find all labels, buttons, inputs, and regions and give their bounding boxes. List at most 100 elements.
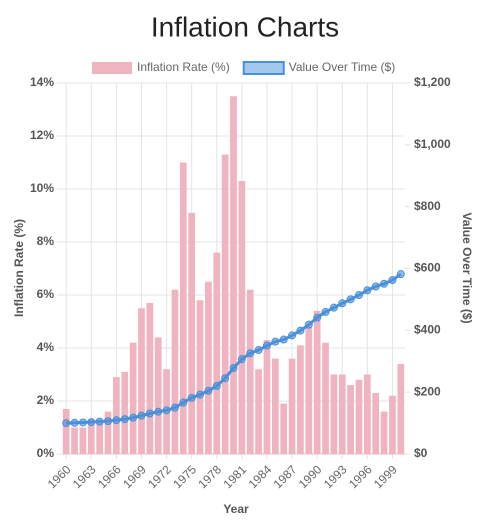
legend-label[interactable]: Inflation Rate (%) [137, 60, 230, 74]
legend-swatch[interactable] [242, 61, 285, 75]
x-tick-label: 1993 [321, 462, 350, 491]
bar [87, 419, 95, 454]
legend-swatch[interactable] [92, 62, 132, 74]
y-tick-label: 0% [37, 446, 55, 460]
bar [297, 345, 304, 454]
point [87, 418, 96, 427]
bar [146, 302, 154, 454]
bar [113, 377, 120, 454]
bar [213, 252, 221, 454]
y-tick-label: 14% [30, 75, 54, 89]
point [187, 393, 196, 402]
point [354, 291, 363, 300]
point [271, 337, 280, 346]
bar [188, 212, 196, 454]
point [246, 349, 255, 358]
x-tick-label: 1978 [195, 462, 224, 491]
point [170, 403, 179, 412]
point [196, 390, 205, 399]
bar [205, 281, 212, 454]
y-tick-label: 2% [37, 393, 55, 407]
bar [271, 358, 279, 454]
y-tick-label: 10% [30, 181, 54, 195]
point [371, 282, 380, 291]
bar [71, 427, 78, 454]
bar [380, 411, 388, 454]
bar [280, 403, 288, 454]
point [154, 407, 163, 416]
bar [263, 340, 271, 454]
y2-tick-label: $600 [414, 261, 441, 275]
point [254, 346, 263, 355]
point [388, 276, 397, 285]
bar [389, 395, 396, 454]
y-axis-title: Inflation Rate (%) [12, 219, 26, 317]
bar [372, 393, 380, 454]
point [363, 286, 372, 295]
x-axis-title: Year [223, 502, 249, 516]
point [104, 417, 113, 426]
bar [96, 419, 103, 454]
bar [246, 289, 254, 454]
x-tick-label: 1987 [271, 462, 300, 491]
point [288, 331, 297, 340]
point [212, 381, 221, 390]
y-tick-label: 4% [37, 340, 55, 354]
bar [238, 181, 246, 455]
point [162, 406, 171, 415]
bar [288, 358, 296, 454]
bar [330, 374, 338, 454]
x-tick-label: 1984 [246, 462, 275, 491]
y2-tick-label: $800 [414, 199, 441, 213]
y2-axis-title: Value Over Time ($) [460, 212, 474, 323]
point [296, 326, 305, 335]
bar [196, 300, 204, 454]
y2-tick-label: $0 [414, 446, 428, 460]
point [262, 341, 271, 350]
point [338, 299, 347, 308]
bar [121, 371, 129, 454]
point [329, 303, 338, 312]
point [237, 355, 246, 364]
point [313, 313, 322, 322]
x-tick-label: 1960 [45, 462, 74, 491]
bar [221, 154, 229, 455]
bar [322, 342, 329, 454]
bar [338, 374, 346, 454]
point [204, 386, 213, 395]
bar [364, 374, 371, 454]
x-tick-label: 1969 [120, 462, 149, 491]
point [396, 270, 405, 279]
bar [305, 326, 313, 454]
bar [171, 289, 179, 454]
legend-label[interactable]: Value Over Time ($) [289, 60, 395, 74]
bar [138, 308, 145, 454]
chart-title: Inflation Charts [151, 11, 339, 42]
point [70, 418, 79, 427]
x-tick-label: 1975 [170, 462, 199, 491]
bar [230, 96, 237, 454]
point [112, 416, 121, 425]
bar [154, 337, 162, 454]
x-tick-label: 1981 [220, 462, 249, 491]
x-tick-label: 1990 [296, 462, 325, 491]
bar [347, 385, 354, 454]
bar [355, 379, 363, 454]
x-tick-label: 1972 [145, 462, 174, 491]
bar [79, 427, 87, 454]
point [78, 418, 87, 427]
x-tick-label: 1963 [70, 462, 99, 491]
point [321, 307, 330, 316]
point [137, 411, 146, 420]
point [380, 279, 389, 288]
y2-tick-label: $200 [414, 384, 441, 398]
y-tick-label: 6% [37, 287, 55, 301]
point [346, 295, 355, 304]
bar [397, 363, 405, 454]
bar [129, 342, 137, 454]
bar [313, 310, 321, 454]
point [304, 320, 313, 329]
bar [62, 408, 70, 454]
x-tick-label: 1966 [95, 462, 124, 491]
